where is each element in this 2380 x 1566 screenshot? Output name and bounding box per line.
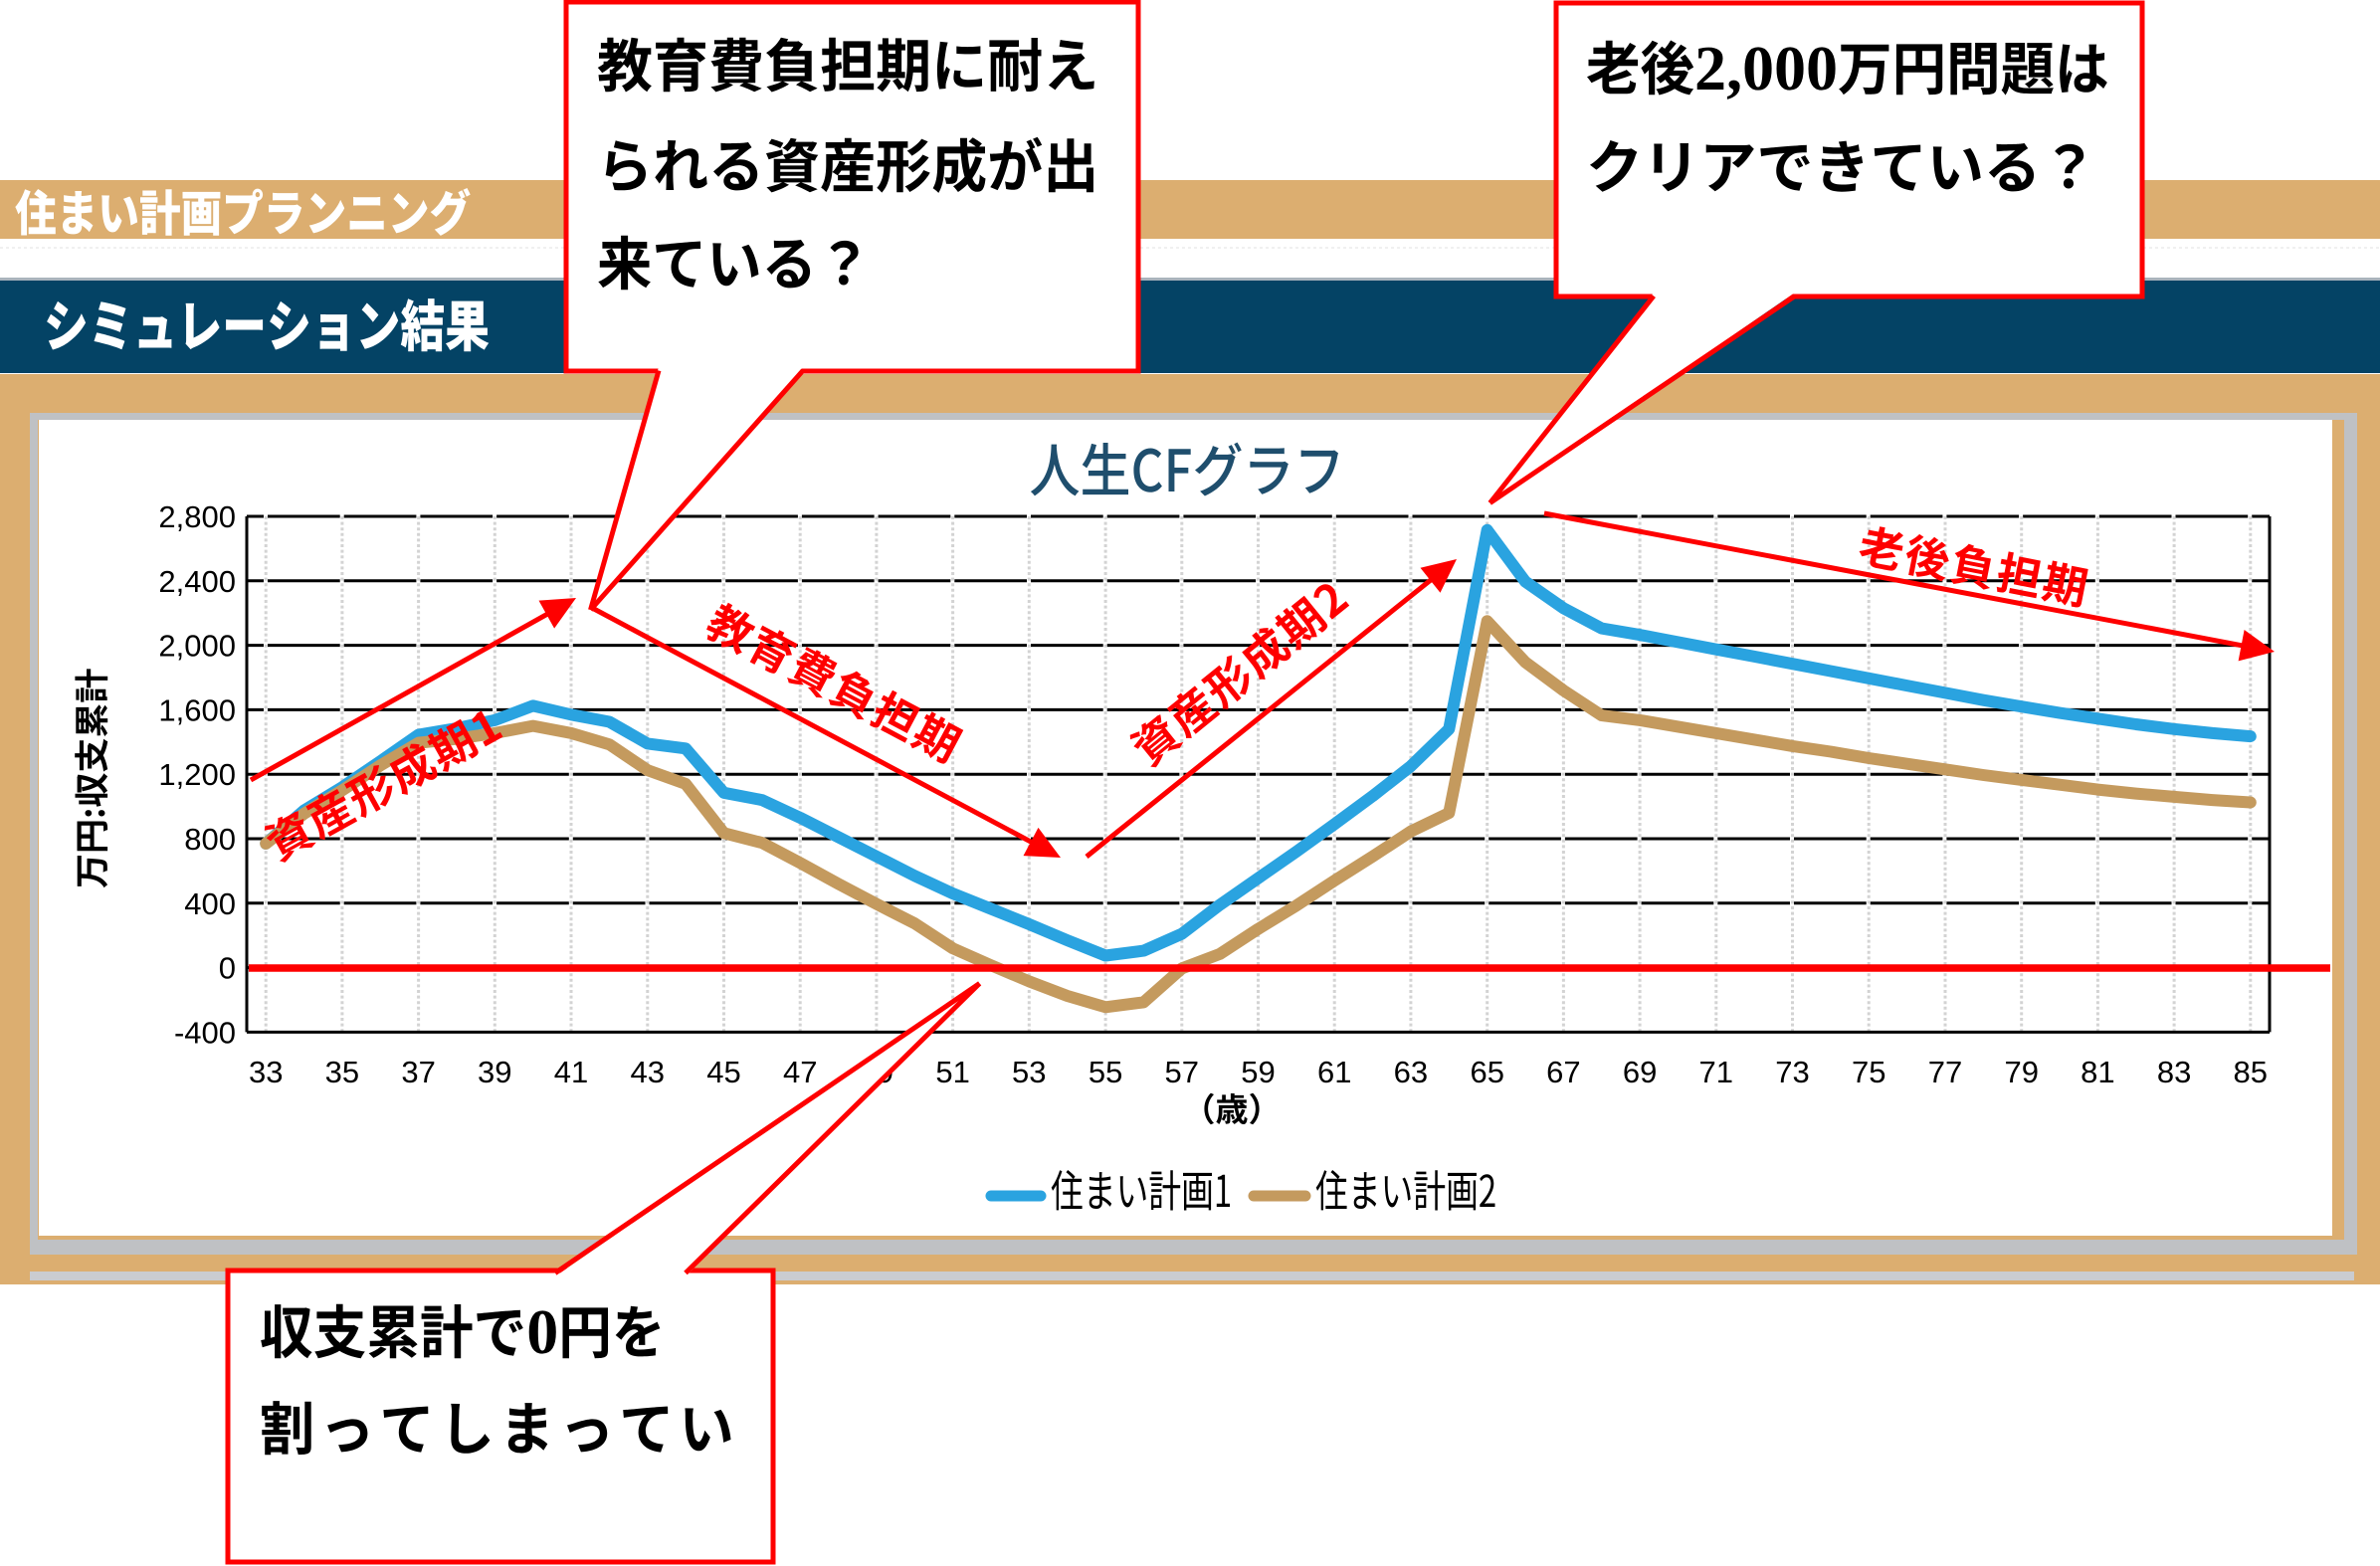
svg-text:55: 55 bbox=[1089, 1055, 1122, 1089]
svg-text:51: 51 bbox=[935, 1055, 969, 1089]
svg-text:2,400: 2,400 bbox=[158, 564, 236, 599]
svg-text:35: 35 bbox=[325, 1055, 359, 1089]
svg-text:39: 39 bbox=[478, 1055, 511, 1089]
svg-text:45: 45 bbox=[706, 1055, 740, 1089]
svg-text:800: 800 bbox=[184, 822, 236, 857]
svg-text:67: 67 bbox=[1546, 1055, 1580, 1089]
svg-text:33: 33 bbox=[249, 1055, 283, 1089]
svg-text:57: 57 bbox=[1165, 1055, 1199, 1089]
svg-text:73: 73 bbox=[1775, 1055, 1809, 1089]
svg-text:75: 75 bbox=[1852, 1055, 1885, 1089]
svg-text:37: 37 bbox=[401, 1055, 435, 1089]
svg-text:1,200: 1,200 bbox=[158, 757, 236, 792]
svg-text:400: 400 bbox=[184, 886, 236, 921]
svg-text:-400: -400 bbox=[174, 1015, 236, 1050]
svg-text:81: 81 bbox=[2081, 1055, 2114, 1089]
svg-text:43: 43 bbox=[631, 1055, 665, 1089]
svg-text:41: 41 bbox=[554, 1055, 588, 1089]
svg-text:77: 77 bbox=[1928, 1055, 1962, 1089]
svg-text:1,600: 1,600 bbox=[158, 692, 236, 727]
svg-text:0: 0 bbox=[219, 951, 236, 986]
svg-text:2,000: 2,000 bbox=[158, 629, 236, 664]
svg-text:63: 63 bbox=[1394, 1055, 1428, 1089]
svg-text:65: 65 bbox=[1470, 1055, 1503, 1089]
svg-text:61: 61 bbox=[1317, 1055, 1351, 1089]
svg-text:59: 59 bbox=[1241, 1055, 1275, 1089]
svg-text:47: 47 bbox=[783, 1055, 817, 1089]
svg-text:83: 83 bbox=[2157, 1055, 2191, 1089]
svg-text:85: 85 bbox=[2234, 1055, 2268, 1089]
svg-text:2,800: 2,800 bbox=[158, 499, 236, 534]
svg-text:53: 53 bbox=[1012, 1055, 1046, 1089]
svg-text:69: 69 bbox=[1623, 1055, 1657, 1089]
svg-text:71: 71 bbox=[1699, 1055, 1733, 1089]
svg-text:79: 79 bbox=[2004, 1055, 2038, 1089]
